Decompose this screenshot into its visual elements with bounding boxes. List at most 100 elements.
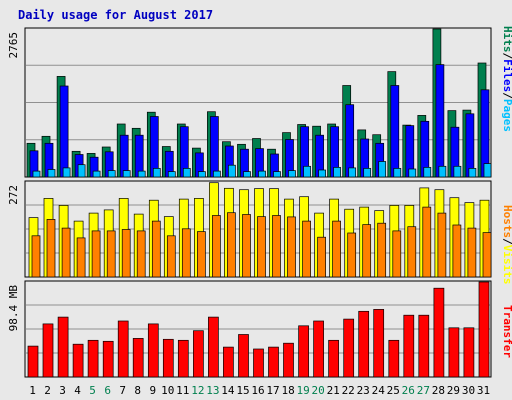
bar-pages-day-31 <box>483 163 492 178</box>
x-tick-day-31: 31 <box>477 384 490 397</box>
bar-files-day-8 <box>134 134 144 178</box>
bar-pages-day-25 <box>393 168 402 178</box>
bar-pages-day-26 <box>408 168 417 178</box>
bar-hosts-day-13 <box>212 215 221 278</box>
bar-transfer-day-5 <box>87 339 99 378</box>
bar-pages-day-16 <box>258 170 266 178</box>
bar-transfer-day-14 <box>223 346 234 378</box>
bar-pages-day-12 <box>198 171 206 178</box>
bar-transfer-day-22 <box>343 318 355 378</box>
x-tick-day-19: 19 <box>296 384 309 397</box>
legend-part: / <box>501 238 512 245</box>
bar-transfer-day-9 <box>147 323 159 378</box>
bar-hosts-day-4 <box>76 237 86 278</box>
bar-hosts-day-5 <box>91 230 101 278</box>
bar-transfer-day-29 <box>448 327 460 378</box>
bar-pages-day-20 <box>318 169 326 178</box>
bar-transfer-day-18 <box>283 342 294 378</box>
x-tick-day-17: 17 <box>266 384 279 397</box>
x-tick-day-6: 6 <box>104 384 111 397</box>
x-tick-day-10: 10 <box>161 384 174 397</box>
bar-pages-day-27 <box>423 167 432 178</box>
x-tick-day-27: 27 <box>417 384 430 397</box>
bar-pages-day-2 <box>47 169 56 178</box>
bar-transfer-day-7 <box>117 320 129 378</box>
bar-transfer-day-27 <box>418 314 430 378</box>
bar-transfer-day-19 <box>298 325 309 378</box>
bar-hosts-day-21 <box>332 220 341 278</box>
bar-hosts-day-25 <box>392 230 402 278</box>
x-tick-day-16: 16 <box>251 384 264 397</box>
bar-pages-day-1 <box>32 170 41 178</box>
bar-transfer-day-30 <box>463 327 475 378</box>
bar-pages-day-23 <box>363 168 372 178</box>
x-tick-day-5: 5 <box>89 384 96 397</box>
bar-pages-day-29 <box>453 165 462 178</box>
bar-hosts-day-29 <box>452 224 462 278</box>
bar-hosts-day-28 <box>437 212 447 278</box>
bar-hosts-day-16 <box>257 216 266 278</box>
x-tick-day-8: 8 <box>134 384 141 397</box>
legend-part: / <box>501 53 512 60</box>
x-tick-day-23: 23 <box>357 384 370 397</box>
x-tick-day-20: 20 <box>311 384 324 397</box>
legend-part: Hits <box>501 26 512 53</box>
panel-visitors: 272 Hosts/Visits <box>7 180 512 285</box>
bar-hosts-day-6 <box>106 230 116 278</box>
x-tick-day-2: 2 <box>44 384 51 397</box>
x-tick-day-22: 22 <box>342 384 355 397</box>
bar-pages-day-13 <box>213 170 221 178</box>
bar-transfer-day-16 <box>253 348 264 378</box>
bar-transfer-day-26 <box>403 314 415 378</box>
x-tick-day-21: 21 <box>327 384 340 397</box>
x-tick-day-14: 14 <box>221 384 235 397</box>
bar-files-day-30 <box>465 113 475 178</box>
bar-hosts-day-22 <box>347 232 357 278</box>
x-tick-day-3: 3 <box>59 384 66 397</box>
bar-transfer-day-8 <box>132 338 144 378</box>
x-tick-day-30: 30 <box>462 384 475 397</box>
x-tick-day-18: 18 <box>281 384 294 397</box>
x-tick-day-9: 9 <box>149 384 156 397</box>
x-tick-day-28: 28 <box>432 384 445 397</box>
bar-files-day-3 <box>59 85 69 178</box>
x-tick-day-1: 1 <box>29 384 36 397</box>
legend-part: Files <box>501 59 512 92</box>
bar-pages-day-7 <box>122 170 131 178</box>
bar-hosts-day-23 <box>362 224 372 278</box>
bar-hosts-day-19 <box>302 220 311 278</box>
legend-part: Pages <box>501 99 512 132</box>
x-tick-day-7: 7 <box>119 384 126 397</box>
bar-pages-day-19 <box>303 165 311 178</box>
legend-part: / <box>501 92 512 99</box>
x-tick-day-15: 15 <box>236 384 249 397</box>
chart-title: Daily usage for August 2017 <box>18 8 213 22</box>
bar-transfer-day-28 <box>433 287 445 378</box>
bar-pages-day-3 <box>62 167 71 178</box>
side-legend-visitors: Hosts/Visits <box>501 205 512 285</box>
bar-pages-day-15 <box>243 171 251 178</box>
bar-transfer-day-2 <box>42 323 54 378</box>
bar-transfer-day-11 <box>177 339 189 378</box>
x-tick-day-29: 29 <box>447 384 460 397</box>
legend-part: Visits <box>501 245 512 285</box>
legend-part: Hosts <box>501 205 512 238</box>
bar-pages-day-6 <box>107 170 116 178</box>
bar-hosts-day-20 <box>317 236 326 278</box>
bar-files-day-9 <box>149 116 159 178</box>
bar-hosts-day-14 <box>227 212 236 278</box>
bar-pages-day-18 <box>288 170 296 178</box>
bar-pages-day-22 <box>348 167 357 178</box>
bar-pages-day-21 <box>333 167 341 178</box>
x-tick-day-26: 26 <box>402 384 415 397</box>
bar-hosts-day-18 <box>287 216 296 278</box>
bar-transfer-day-3 <box>57 316 69 378</box>
bar-transfer-day-31 <box>478 281 490 378</box>
legend-part: Transfer <box>501 305 512 358</box>
bar-hosts-day-2 <box>46 219 56 278</box>
bar-transfer-day-25 <box>388 339 400 378</box>
bar-transfer-day-13 <box>208 316 219 378</box>
bar-hosts-day-7 <box>121 229 131 278</box>
bar-files-day-25 <box>390 85 400 178</box>
